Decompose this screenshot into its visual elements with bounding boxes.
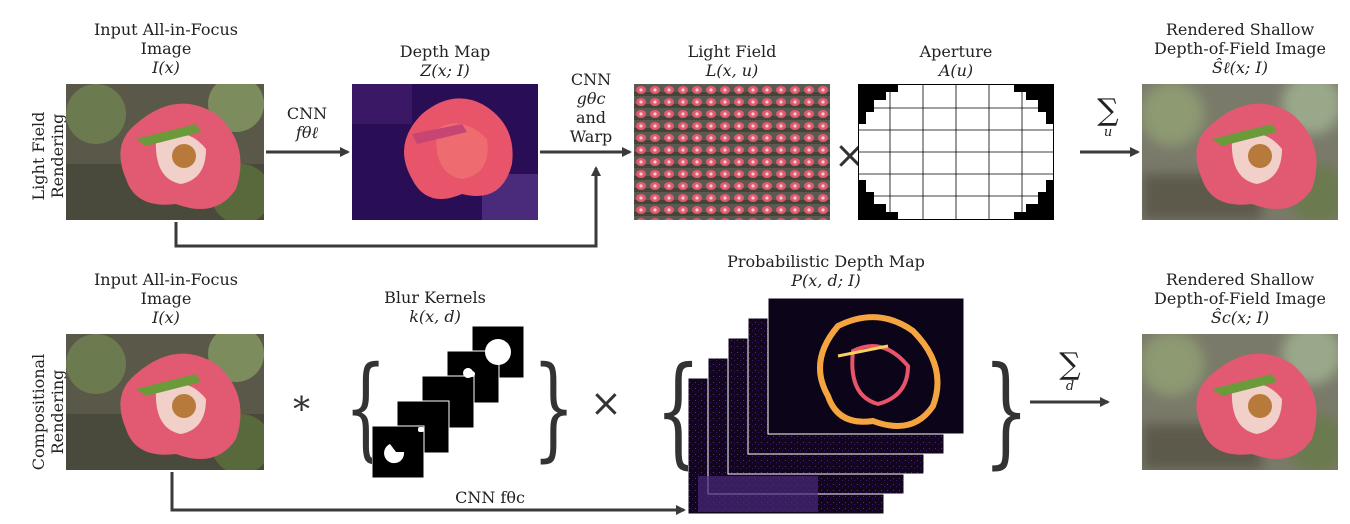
bottom-cnn-label: CNN fθc: [455, 488, 525, 507]
bottom-output-label: Rendered Shallow Depth-of-Field Image Ŝc…: [1154, 270, 1326, 327]
light-field-label: Light Field L(x, u): [687, 42, 777, 80]
bottom-sum-symbol: ∑ d: [1059, 347, 1081, 394]
top-sum-symbol: ∑ u: [1097, 93, 1119, 140]
bottom-input-image: [66, 334, 264, 470]
top-input-label: Input All-in-Focus Image I(x): [93, 20, 239, 77]
bottom-input-label: Input All-in-Focus Image I(x): [93, 270, 239, 327]
top-arrow1-label: CNN fθℓ: [286, 104, 328, 142]
depth-map-image: [352, 84, 538, 220]
arrow-input-skip-top: [174, 166, 601, 248]
top-output-image: [1142, 84, 1338, 220]
top-input-image: [66, 84, 264, 220]
top-arrow2-label: CNN gθc and Warp: [569, 70, 613, 146]
blur-kernel-stack: [372, 326, 524, 478]
prob-depth-label: Probabilistic Depth Map P(x, d; I): [727, 252, 925, 290]
aperture-label: Aperture A(u): [919, 42, 993, 80]
light-field-image: [634, 84, 830, 220]
prob-depth-stack: [688, 296, 968, 514]
bottom-times-symbol: ×: [590, 381, 622, 425]
bottom-output-image: [1142, 334, 1338, 470]
arrow-input-to-prob: [170, 472, 686, 515]
kernels-right-brace: }: [532, 343, 576, 473]
prob-right-brace: }: [983, 342, 1030, 481]
blur-kernels-label: Blur Kernels k(x, d): [384, 288, 486, 326]
top-output-label: Rendered Shallow Depth-of-Field Image Ŝℓ…: [1154, 20, 1326, 77]
depth-map-label: Depth Map Z(x; I): [399, 42, 491, 80]
aperture-image: [858, 84, 1054, 220]
convolution-symbol: ∗: [290, 383, 314, 423]
